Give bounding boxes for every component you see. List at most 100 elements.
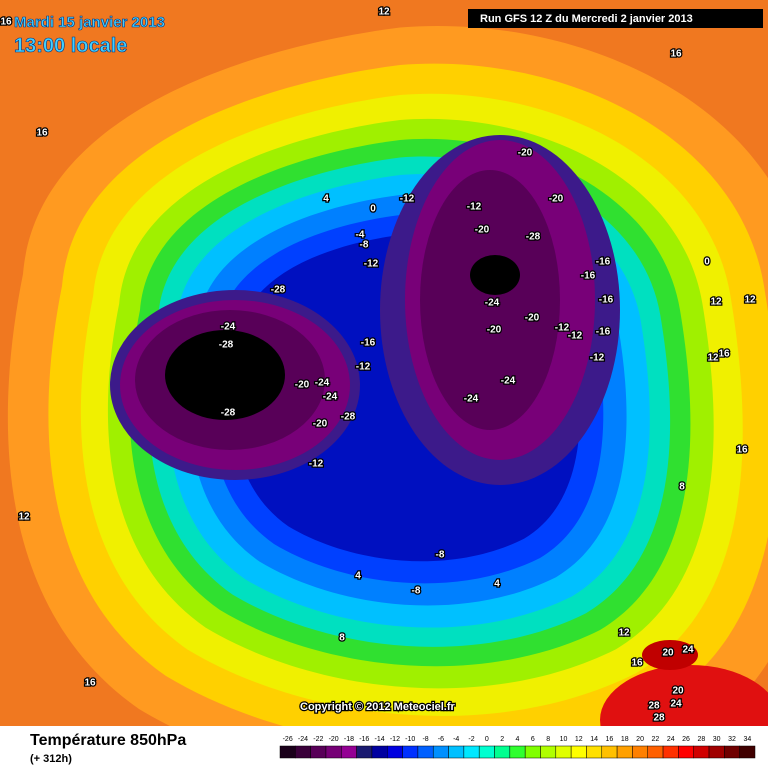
legend-label: 28 [697,736,705,743]
contour-label: 16 [631,658,643,669]
legend-label: -6 [438,736,444,743]
legend-swatch [356,745,373,759]
contour-label: 20 [662,648,674,659]
cold-core [165,330,285,420]
date: Mardi 15 janvier 2013 [14,14,165,31]
legend-label: -8 [422,736,428,743]
contour-label: 16 [84,678,96,689]
legend-label: 30 [713,736,721,743]
legend-swatch [555,745,572,759]
legend-swatch [295,745,311,759]
contour-label: 4 [494,579,500,590]
legend-swatch [417,745,434,759]
contour-label: -12 [590,353,605,364]
contour-label: -28 [271,285,286,296]
legend-swatch [570,745,587,759]
contour-label: 24 [682,645,694,656]
legend-swatch [662,745,679,759]
contour-label: 16 [736,445,748,456]
contour-label: -20 [313,419,328,430]
legend-label: 22 [652,736,660,743]
footer-title: Température 850hPa [30,732,186,749]
legend-label: -14 [375,736,385,743]
contour-label: -16 [361,338,376,349]
contour-label: 12 [378,7,390,18]
contour-label: -24 [501,376,516,387]
contour-label: -20 [487,325,502,336]
contour-label: 8 [339,633,345,644]
legend-label: -4 [453,736,459,743]
legend-label: 34 [743,736,751,743]
legend-swatch [279,745,296,759]
contour-label: -8 [436,550,445,561]
warm-core [642,640,698,670]
legend-swatch [616,745,633,759]
contour-label: 28 [648,701,660,712]
legend-swatch [678,745,694,759]
legend-label: -10 [405,736,415,743]
run: Run GFS 12 Z du Mercredi 2 janvier 2013 [480,13,693,25]
cold-core [470,255,520,295]
contour-label: 12 [618,628,630,639]
legend-swatch [494,745,511,759]
contour-labels: -28-24-28-28-20 -24-24-28-20-12-16-12-20-… [0,5,757,725]
legend-label: -12 [390,736,400,743]
legend-label: -20 [329,736,339,743]
contour-label: 16 [0,17,12,28]
contour-label: -20 [518,148,533,159]
legend-label: -18 [344,736,354,743]
legend-swatch [524,745,541,759]
contour-label: 12 [744,295,756,306]
legend-label: -24 [298,736,308,743]
contour-label: 4 [355,571,361,582]
contour-label: 12 [710,297,722,308]
lead-time: (+ 312h) [30,753,72,765]
cold-core [420,170,560,430]
legend-swatch [540,745,557,759]
contour-label: -20 [475,225,490,236]
legend-swatch [478,745,495,759]
contour-label: -28 [526,232,541,243]
legend-swatch [708,745,725,759]
legend-label: -16 [359,736,369,743]
legend-swatch [463,745,480,759]
contour-label: -24 [221,322,236,333]
legend-label: 14 [590,736,598,743]
contour-label: -12 [555,323,570,334]
contour-label: -16 [599,295,614,306]
legend-swatch [693,745,710,759]
legend-swatch [310,745,327,759]
legend-swatch [371,745,388,759]
legend-swatch [325,745,342,759]
legend-swatch [739,745,756,759]
legend-swatch [341,745,357,759]
legend-swatch [432,745,449,759]
contour-label: -24 [315,378,330,389]
contour-label: -12 [467,202,482,213]
contour-label: 20 [672,686,684,697]
contour-label: -24 [323,392,338,403]
contour-label: -12 [309,459,324,470]
contour-label: -12 [568,331,583,342]
contour-label: -16 [596,257,611,268]
contour-label: 8 [679,482,685,493]
legend-swatch [724,745,740,759]
legend-label: 12 [575,736,583,743]
contour-label: -8 [412,586,421,597]
contour-label: -4 [356,230,365,241]
contour-label: 12 [18,512,30,523]
contour-label: -28 [221,408,236,419]
contour-label: 16 [670,49,682,60]
contour-label: -16 [596,327,611,338]
legend-swatch [601,745,618,759]
contour-label: 16 [36,128,48,139]
legend-label: 4 [516,736,520,743]
contour-label: -20 [549,194,564,205]
legend-label: 24 [667,736,675,743]
legend-swatch [387,745,403,759]
contour-label: -12 [364,259,379,270]
temperature-fields [7,25,768,768]
time: 13:00 locale [14,35,127,57]
